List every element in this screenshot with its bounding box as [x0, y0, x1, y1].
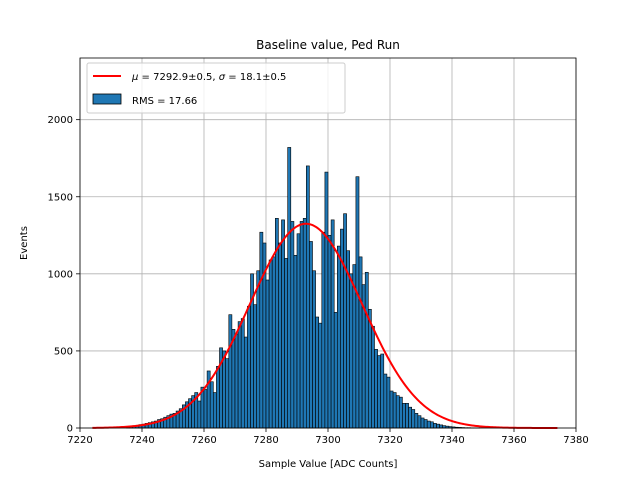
histogram-bar — [237, 321, 242, 429]
histogram-bar — [414, 413, 419, 429]
y-axis-label: Events — [19, 226, 30, 260]
y-tick-label: 1500 — [48, 192, 73, 203]
histogram-bar — [278, 242, 282, 429]
histogram-bar — [402, 403, 406, 429]
histogram-bar — [417, 415, 422, 429]
x-axis-label: Sample Value [ADC Counts] — [259, 459, 398, 470]
histogram-bar — [408, 406, 413, 429]
histogram-bar — [439, 424, 444, 429]
histogram-bar — [197, 400, 202, 429]
histogram-bar — [389, 390, 394, 429]
histogram-bar — [299, 221, 304, 429]
y-axis-ticks: 0 500 1000 1500 2000 — [48, 115, 80, 435]
histogram-bar — [349, 273, 354, 429]
histogram-bar — [293, 255, 298, 429]
histogram-bar — [367, 308, 372, 429]
legend-mu-value: = 7292.9±0.5, — [138, 72, 218, 83]
histogram-bar — [433, 423, 437, 429]
legend-mu-symbol: μ — [131, 72, 138, 83]
legend-hist-swatch — [92, 93, 122, 105]
y-tick-label: 0 — [67, 424, 73, 435]
histogram-bar — [271, 256, 276, 429]
histogram-bar — [395, 395, 400, 429]
gaussian-fit-curve — [92, 222, 558, 429]
histogram-bar — [364, 271, 369, 429]
histogram-bar — [281, 219, 285, 429]
histogram-bar — [398, 396, 403, 429]
histogram-bar — [290, 221, 295, 429]
histogram-bar — [213, 392, 217, 429]
histogram-bar — [315, 316, 320, 429]
histogram-bar — [287, 147, 292, 429]
histogram-bar — [377, 355, 382, 429]
histogram-bar — [222, 350, 227, 429]
histogram-bar — [392, 392, 397, 429]
legend-fit-label: μ = 7292.9±0.5, σ = 18.1±0.5 — [131, 72, 286, 83]
legend-hist-label: RMS = 17.66 — [132, 96, 197, 107]
histogram-bar — [420, 417, 425, 429]
histogram-bar — [225, 358, 230, 429]
histogram-bar — [358, 256, 363, 429]
histogram-bar — [216, 366, 220, 429]
histogram-bar — [240, 318, 245, 429]
x-tick-label: 7280 — [253, 435, 278, 446]
histogram-bar — [343, 213, 347, 429]
histogram-bar — [259, 231, 264, 429]
histogram-bar — [203, 389, 208, 429]
histogram-bar — [256, 270, 261, 429]
x-tick-label: 7320 — [377, 435, 402, 446]
chart-title: Baseline value, Ped Run — [256, 38, 400, 52]
histogram-bar — [383, 373, 388, 429]
histogram-bar — [336, 245, 341, 429]
histogram-bar — [436, 423, 440, 429]
histogram-bar — [312, 270, 316, 429]
histogram-bar — [231, 329, 236, 429]
histogram-bar — [309, 241, 313, 429]
histogram-bar — [327, 234, 332, 429]
histogram-bar — [265, 279, 270, 429]
histogram-bar — [228, 314, 233, 429]
x-tick-label: 7360 — [501, 435, 526, 446]
histogram-bar — [318, 322, 323, 429]
legend-box — [86, 62, 346, 114]
histogram-bar — [209, 381, 214, 429]
y-tick-label: 500 — [54, 346, 73, 357]
histogram-bar — [247, 305, 251, 429]
x-tick-label: 7340 — [439, 435, 464, 446]
legend-sigma-symbol: σ — [219, 72, 226, 83]
histogram-bar — [305, 165, 310, 429]
histogram-bar — [371, 325, 375, 429]
x-tick-label: 7380 — [563, 435, 588, 446]
histogram-bar — [330, 219, 335, 429]
histogram-bar — [355, 176, 360, 429]
y-tick-label: 2000 — [48, 115, 73, 126]
histogram-bar — [426, 420, 431, 429]
legend: μ = 7292.9±0.5, σ = 18.1±0.5 RMS = 17.66 — [86, 62, 346, 114]
x-tick-label: 7300 — [315, 435, 340, 446]
histogram-bar — [429, 421, 434, 429]
histogram-bar — [333, 312, 338, 429]
histogram-bar — [386, 376, 391, 429]
histogram-bar — [321, 231, 326, 429]
x-tick-label: 7220 — [67, 435, 92, 446]
histogram-bar — [374, 349, 378, 429]
legend-sigma-value: = 18.1±0.5 — [225, 72, 286, 83]
histogram-bar — [324, 171, 329, 429]
histogram-bar — [284, 258, 289, 429]
histogram-bar — [411, 409, 416, 429]
histogram-bar — [423, 419, 428, 429]
y-tick-label: 1000 — [48, 269, 73, 280]
histogram-bar — [380, 353, 385, 429]
histogram-bar — [302, 218, 307, 429]
histogram-bar — [296, 233, 301, 429]
histogram-bar — [268, 259, 273, 429]
histogram-bar — [405, 403, 409, 429]
histogram-bar — [253, 304, 258, 429]
x-axis-ticks: 7220 7240 7260 7280 7300 7320 7340 7360 7380 — [67, 428, 589, 446]
x-tick-label: 7260 — [191, 435, 216, 446]
histogram-bar — [244, 336, 248, 429]
histogram-bar — [234, 333, 239, 429]
x-tick-label: 7240 — [129, 435, 154, 446]
